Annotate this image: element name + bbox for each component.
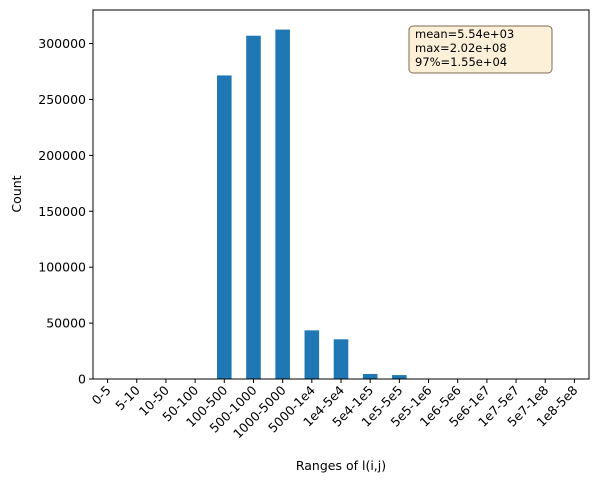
y-axis-label: Count — [9, 175, 24, 212]
x-axis-label: Ranges of l(i,j) — [296, 458, 386, 473]
y-tick-label: 150000 — [38, 204, 86, 219]
bar-1e4-5e4 — [333, 339, 349, 379]
y-tick-label: 300000 — [38, 36, 86, 51]
stat-max: max=2.02e+08 — [415, 41, 507, 55]
y-tick-label: 250000 — [38, 92, 86, 107]
bar-5000-1e4 — [304, 330, 320, 379]
bar-100-500 — [217, 75, 232, 379]
y-tick-label: 50000 — [46, 316, 86, 331]
bar-5e4-1e5 — [362, 373, 378, 379]
stats-box — [408, 25, 553, 74]
y-axis: 0 50000 100000 150000 200000 250000 300000 — [38, 36, 93, 387]
bar-1000-5000 — [275, 29, 290, 379]
bar-500-1000 — [246, 35, 261, 379]
y-tick-label: 0 — [78, 372, 86, 387]
bars-group — [217, 29, 407, 379]
stat-97-percentile: 97%=1.55e+04 — [415, 55, 507, 69]
stat-mean: mean=5.54e+03 — [415, 27, 514, 41]
y-tick-label: 100000 — [38, 260, 86, 275]
y-tick-label: 200000 — [38, 148, 86, 163]
stats-annotation: mean=5.54e+03 max=2.02e+08 97%=1.55e+04 — [408, 25, 553, 74]
bar-1e5-5e5 — [392, 375, 407, 379]
